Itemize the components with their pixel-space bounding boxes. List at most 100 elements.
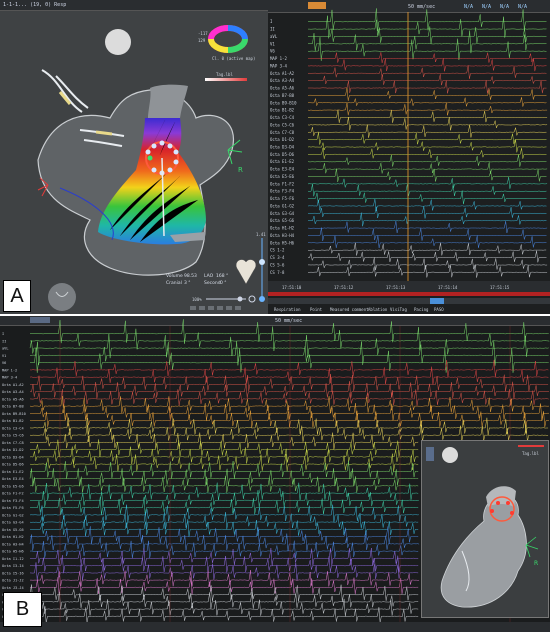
legend-item[interactable]: PASO <box>434 307 444 312</box>
channel-label-a[interactable]: Octa B1-B2 <box>270 108 295 113</box>
zoom-slider-thumb[interactable] <box>259 259 265 265</box>
channel-label-b[interactable]: aVL <box>2 347 9 351</box>
channel-label-a[interactable]: CS 5-6 <box>270 262 285 267</box>
channel-label-b[interactable]: Octa E1-E2 <box>2 470 24 474</box>
map-bottom-tool-icons[interactable] <box>190 306 241 310</box>
channel-label-b[interactable]: Octa B9-B10 <box>2 412 26 416</box>
channel-label-a[interactable]: CS 3-4 <box>270 255 285 260</box>
channel-label-b[interactable]: Octa G5-G6 <box>2 528 24 532</box>
channel-label-a[interactable]: II <box>270 27 275 32</box>
legend-item[interactable]: Point <box>310 307 323 312</box>
channel-label-a[interactable]: Octa D3-D4 <box>270 145 295 150</box>
channel-label-b[interactable]: Octa A1-A2 <box>2 383 24 387</box>
channel-label-a[interactable]: Octa G1-G2 <box>270 204 295 209</box>
fiber-texture <box>109 119 199 243</box>
legend-item[interactable]: Ablation <box>368 307 388 312</box>
map-title[interactable]: 1-1-1... (19, 0) Resp <box>3 2 67 8</box>
channel-label-a[interactable]: Octa D5-D6 <box>270 152 295 157</box>
channel-label-b[interactable]: Octa F5-F6 <box>2 506 24 510</box>
channel-label-b[interactable]: Octa A3-A4 <box>2 390 24 394</box>
legend-item[interactable]: Measured comment <box>330 307 369 312</box>
egm-trace-b <box>30 347 549 373</box>
inset-axis <box>525 536 539 558</box>
channel-label-b[interactable]: Octa I5-I6 <box>2 571 24 575</box>
channel-label-b[interactable]: Octa J1-J2 <box>2 579 24 583</box>
channel-label-b[interactable]: Octa G3-G4 <box>2 521 24 525</box>
channel-label-a[interactable]: Octa G5-G6 <box>270 218 295 223</box>
record-button[interactable] <box>308 2 326 9</box>
channel-label-a[interactable]: MAP 1-2 <box>270 56 287 61</box>
channel-label-b[interactable]: Octa H1-H2 <box>2 535 24 539</box>
legend-item[interactable]: Pacing <box>414 307 429 312</box>
egm-trace-a <box>307 184 547 197</box>
egm-trace-b <box>29 410 550 428</box>
channel-label-b[interactable]: Octa F1-F2 <box>2 492 24 496</box>
channel-label-b[interactable]: I <box>2 332 4 336</box>
channel-label-a[interactable]: Octa E1-E2 <box>270 159 295 164</box>
channel-label-a[interactable]: aVL <box>270 34 278 39</box>
channel-label-b[interactable]: Octa B7-B8 <box>2 405 24 409</box>
channel-label-b[interactable]: Octa H5-H6 <box>2 550 24 554</box>
channel-label-a[interactable]: Octa C5-C6 <box>270 122 295 127</box>
scale-label: Cl. 0 (active map) <box>212 56 255 61</box>
view-settings-icon[interactable] <box>259 296 265 302</box>
channel-label-b[interactable]: Octa B1-B2 <box>2 419 24 423</box>
channel-label-a[interactable]: Octa E5-E6 <box>270 174 295 179</box>
channel-label-a[interactable]: Octa C7-C8 <box>270 130 295 135</box>
channel-label-a[interactable]: Octa B7-B8 <box>270 93 295 98</box>
legend-item[interactable]: VisiTag <box>390 307 407 312</box>
channel-label-a[interactable]: MAP 3-4 <box>270 63 287 68</box>
scroll-thumb[interactable] <box>430 298 444 304</box>
channel-label-b[interactable]: Octa A5-A6 <box>2 397 24 401</box>
channel-label-a[interactable]: Octa C3-C4 <box>270 115 295 120</box>
channel-label-b[interactable]: Octa J3-J4 <box>2 586 24 590</box>
map-canvas[interactable]: -117 129 Cl. 0 (active map) Tag.lbl <box>0 0 268 314</box>
channel-label-a[interactable]: Octa F5-F6 <box>270 196 295 201</box>
channel-label-b[interactable]: II <box>2 339 6 343</box>
channel-label-b[interactable]: Octa G1-G2 <box>2 513 24 517</box>
channel-label-a[interactable]: Octa G3-G4 <box>270 211 295 216</box>
channel-label-b[interactable]: Octa H3-H4 <box>2 542 24 546</box>
panel-b-mode-button[interactable] <box>30 317 50 323</box>
inset-control-icon[interactable] <box>426 447 434 461</box>
channel-label-a[interactable]: Octa F3-F4 <box>270 189 295 194</box>
channel-label-a[interactable]: CS 1-2 <box>270 248 285 253</box>
channel-label-a[interactable]: V6 <box>270 49 275 54</box>
channel-label-a[interactable]: Octa A1-A2 <box>270 71 295 76</box>
channel-label-a[interactable]: Octa H5-H6 <box>270 240 295 245</box>
channel-label-b[interactable]: Octa C3-C4 <box>2 426 24 430</box>
channel-label-a[interactable]: Octa D1-D2 <box>270 137 295 142</box>
heart-orientation-icon[interactable] <box>235 259 257 285</box>
channel-label-a[interactable]: Octa F1-F2 <box>270 181 295 186</box>
channel-label-b[interactable]: MAP 3-4 <box>2 376 17 380</box>
channel-label-a[interactable]: Octa A3-A4 <box>270 78 295 83</box>
channel-label-a[interactable]: Octa H1-H2 <box>270 226 295 231</box>
legend-item[interactable]: Respiration <box>274 307 301 312</box>
channel-label-b[interactable]: Octa D1-D2 <box>2 448 24 452</box>
channel-label-b[interactable]: MAP 1-2 <box>2 368 17 372</box>
channel-label-a[interactable]: Octa H3-H4 <box>270 233 295 238</box>
channel-label-a[interactable]: Octa E3-E4 <box>270 167 295 172</box>
channel-label-b[interactable]: Octa I1-I2 <box>2 557 24 561</box>
channel-label-b[interactable]: Octa D3-D4 <box>2 455 24 459</box>
channel-label-b[interactable]: Octa F3-F4 <box>2 499 24 503</box>
channel-label-b[interactable]: Octa I3-I4 <box>2 564 24 568</box>
reset-view-icon[interactable] <box>248 295 256 303</box>
channel-label-a[interactable]: I <box>270 19 273 24</box>
scroll-track[interactable] <box>268 298 550 304</box>
channel-label-b[interactable]: Octa C7-C8 <box>2 441 24 445</box>
channel-label-b[interactable]: Octa D5-D6 <box>2 463 24 467</box>
channel-label-b[interactable]: Octa E5-E6 <box>2 484 24 488</box>
channel-label-a[interactable]: CS 7-8 <box>270 270 285 275</box>
channel-label-b[interactable]: Octa C5-C6 <box>2 434 24 438</box>
channel-label-a[interactable]: Octa A5-A6 <box>270 86 295 91</box>
inset-map[interactable]: Tag.lbl R <box>421 440 549 618</box>
channel-label-b[interactable]: V1 <box>2 354 6 358</box>
scale-bottom-value: 129 <box>198 38 206 43</box>
channel-label-a[interactable]: V1 <box>270 41 275 46</box>
zoom-bar-thumb[interactable] <box>237 296 243 302</box>
channel-label-b[interactable]: V6 <box>2 361 6 365</box>
channel-label-a[interactable]: Octa B9-B10 <box>270 100 297 105</box>
channel-label-b[interactable]: Octa E3-E4 <box>2 477 24 481</box>
